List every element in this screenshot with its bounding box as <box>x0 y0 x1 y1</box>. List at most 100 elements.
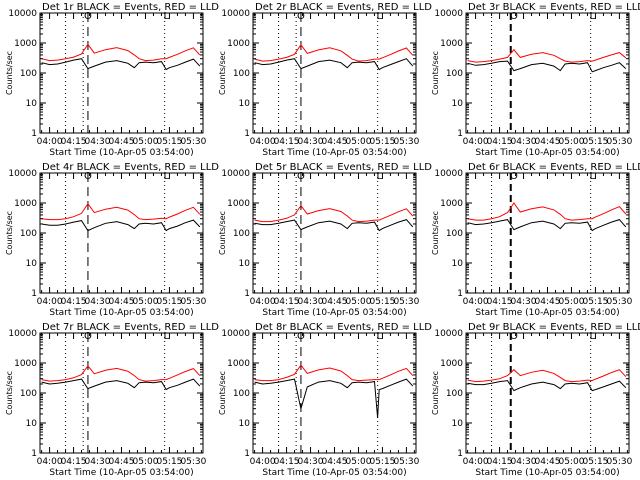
y-tick-label: 100 <box>446 69 463 79</box>
flag-label-l: L <box>163 171 169 182</box>
chart-panel-1: O L11010010001000004:0004:1504:3004:4505:… <box>5 2 219 158</box>
x-tick-label: 04:30 <box>298 137 324 147</box>
flag-label-o: O <box>510 171 518 182</box>
x-tick-label: 04:45 <box>109 137 135 147</box>
x-tick-label: 04:15 <box>61 457 87 467</box>
flag-label-o: O <box>297 171 305 182</box>
x-tick-label: 04:30 <box>511 457 537 467</box>
y-tick-label: 10000 <box>434 169 463 179</box>
y-tick-label: 10000 <box>8 329 37 339</box>
x-tick-label: 05:30 <box>393 137 419 147</box>
series-line-lld <box>254 204 414 223</box>
chart-panel-6: O L11010010001000004:0004:1504:3004:4505:… <box>431 162 640 318</box>
series-line-lld <box>254 364 414 382</box>
series-line-events <box>254 219 414 232</box>
chart-panel-2: O L11010010001000004:0004:1504:3004:4505:… <box>218 2 432 158</box>
y-axis-label: Counts/sec <box>431 371 440 415</box>
y-axis-label: Counts/sec <box>5 371 14 415</box>
y-tick-label: 1000 <box>440 199 463 209</box>
x-tick-label: 04:15 <box>61 297 87 307</box>
x-tick-label: 05:30 <box>180 297 206 307</box>
flag-label-l: L <box>376 11 382 22</box>
x-tick-label: 04:00 <box>250 457 276 467</box>
y-tick-label: 10000 <box>8 169 37 179</box>
series-line-events <box>254 58 414 71</box>
y-tick-label: 1000 <box>440 39 463 49</box>
flag-label-l: L <box>589 331 595 342</box>
y-axis-label: Counts/sec <box>5 211 14 255</box>
x-tick-label: 04:45 <box>109 457 135 467</box>
y-tick-label: 10000 <box>221 9 250 19</box>
x-tick-label: 04:30 <box>85 297 111 307</box>
x-tick-label: 04:30 <box>511 297 537 307</box>
y-tick-label: 1000 <box>14 359 37 369</box>
x-axis-label: Start Time (10-Apr-05 03:54:00) <box>475 468 619 478</box>
x-tick-label: 05:15 <box>582 137 608 147</box>
series-line-lld <box>467 202 627 221</box>
chart-panel-7: O L11010010001000004:0004:1504:3004:4505:… <box>5 322 219 478</box>
x-tick-label: 05:00 <box>133 137 159 147</box>
y-tick-label: 1 <box>31 289 37 299</box>
x-tick-label: 04:15 <box>487 457 513 467</box>
x-tick-label: 04:30 <box>298 297 324 307</box>
y-axis-label: Counts/sec <box>5 51 14 95</box>
flag-label-o: O <box>297 331 305 342</box>
y-tick-label: 100 <box>20 229 37 239</box>
y-tick-label: 1 <box>244 449 250 459</box>
y-tick-label: 10 <box>26 259 38 269</box>
x-tick-label: 04:45 <box>322 457 348 467</box>
chart-panel-8: O L11010010001000004:0004:1504:3004:4505:… <box>218 322 432 478</box>
x-tick-label: 05:15 <box>369 137 395 147</box>
x-tick-label: 05:15 <box>156 297 182 307</box>
y-tick-label: 10 <box>452 259 464 269</box>
x-tick-label: 04:45 <box>535 137 561 147</box>
series-line-lld <box>467 369 627 383</box>
y-tick-label: 10 <box>26 419 38 429</box>
x-tick-label: 04:15 <box>61 137 87 147</box>
x-tick-label: 05:00 <box>346 457 372 467</box>
y-tick-label: 1000 <box>14 199 37 209</box>
x-tick-label: 04:30 <box>298 457 324 467</box>
x-tick-label: 04:45 <box>322 137 348 147</box>
y-tick-label: 100 <box>233 69 250 79</box>
x-tick-label: 05:30 <box>606 137 632 147</box>
x-tick-label: 05:00 <box>559 457 585 467</box>
panel-title: Det 7r BLACK = Events, RED = LLD <box>42 322 219 333</box>
x-axis-label: Start Time (10-Apr-05 03:54:00) <box>262 468 406 478</box>
x-axis-label: Start Time (10-Apr-05 03:54:00) <box>475 308 619 318</box>
y-tick-label: 10000 <box>434 329 463 339</box>
x-tick-label: 04:00 <box>463 297 489 307</box>
flag-label-l: L <box>163 331 169 342</box>
y-axis-label: Counts/sec <box>431 211 440 255</box>
y-tick-label: 1000 <box>14 39 37 49</box>
y-tick-label: 100 <box>233 389 250 399</box>
x-axis-label: Start Time (10-Apr-05 03:54:00) <box>262 148 406 158</box>
x-tick-label: 05:15 <box>369 457 395 467</box>
y-tick-label: 100 <box>233 229 250 239</box>
y-tick-label: 1000 <box>227 39 250 49</box>
y-tick-label: 10000 <box>434 9 463 19</box>
y-axis-label: Counts/sec <box>431 51 440 95</box>
y-tick-label: 10 <box>239 99 251 109</box>
y-tick-label: 1000 <box>440 359 463 369</box>
x-tick-label: 05:30 <box>180 137 206 147</box>
x-tick-label: 04:00 <box>37 297 63 307</box>
x-tick-label: 04:15 <box>487 297 513 307</box>
y-tick-label: 10 <box>452 419 464 429</box>
x-tick-label: 05:15 <box>369 297 395 307</box>
flag-label-l: L <box>163 11 169 22</box>
x-tick-label: 05:00 <box>346 137 372 147</box>
x-axis-label: Start Time (10-Apr-05 03:54:00) <box>49 468 193 478</box>
panel-title: Det 4r BLACK = Events, RED = LLD <box>42 162 219 173</box>
x-tick-label: 05:30 <box>606 457 632 467</box>
series-line-lld <box>41 202 201 221</box>
y-tick-label: 10000 <box>8 9 37 19</box>
panel-title: Det 2r BLACK = Events, RED = LLD <box>255 2 432 13</box>
x-tick-label: 04:30 <box>85 457 111 467</box>
y-tick-label: 100 <box>20 389 37 399</box>
x-tick-label: 04:15 <box>274 457 300 467</box>
flag-label-o: O <box>84 331 92 342</box>
flag-label-o: O <box>510 11 518 22</box>
x-tick-label: 04:30 <box>511 137 537 147</box>
y-tick-label: 10 <box>239 419 251 429</box>
